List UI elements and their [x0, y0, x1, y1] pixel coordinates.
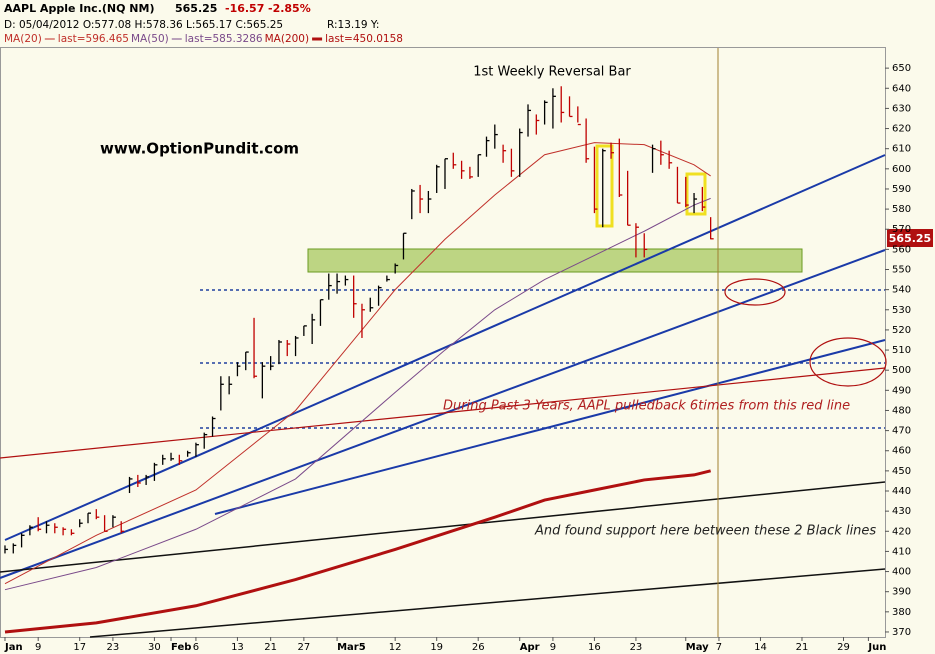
x-tick-label: 14: [754, 642, 767, 653]
y-tick-label: 390: [892, 587, 911, 598]
legend-last: last=585.3286: [185, 33, 263, 45]
annotation: And found support here between these 2 B…: [534, 524, 876, 539]
y-tick-label: 430: [892, 506, 911, 517]
x-tick-label: 16: [588, 642, 601, 653]
y-tick-label: 440: [892, 486, 911, 497]
x-tick-label: 9: [550, 642, 556, 653]
x-tick-label: 19: [430, 642, 443, 653]
y-tick-label: 620: [892, 124, 911, 135]
support-zone: [307, 248, 803, 273]
y-tick-label: 510: [892, 345, 911, 356]
x-tick-label: May: [686, 642, 709, 653]
x-tick-label: 21: [264, 642, 277, 653]
x-tick-label: 27: [297, 642, 310, 653]
y-tick-label: 550: [892, 265, 911, 276]
y-tick-label: 470: [892, 426, 911, 437]
y-tick-label: 560: [892, 244, 911, 255]
legend-last: last=450.0158: [325, 33, 403, 45]
x-tick-label: Jan: [4, 642, 23, 653]
y-tick-label: 520: [892, 325, 911, 336]
y-tick-label: 380: [892, 607, 911, 618]
black-line: [0, 481, 886, 573]
black-line: [89, 568, 886, 638]
trend-line: [214, 339, 886, 515]
header-ratio: R:13.19 Y:: [327, 19, 379, 31]
last-price-label: 565.25: [889, 232, 931, 245]
x-tick-label: 17: [73, 642, 86, 653]
y-tick-label: 460: [892, 446, 911, 457]
y-tick-label: 530: [892, 305, 911, 316]
highlight-box: [595, 144, 614, 228]
legend-name: MA(20): [4, 33, 42, 45]
y-tick-label: 500: [892, 365, 911, 376]
header-last: 565.25: [175, 2, 217, 15]
x-tick-label: 29: [837, 642, 850, 653]
y-tick-label: 590: [892, 184, 911, 195]
y-tick-label: 580: [892, 204, 911, 215]
x-tick-label: 9: [35, 642, 41, 653]
x-tick-label: 13: [231, 642, 244, 653]
y-tick-label: 540: [892, 285, 911, 296]
trend-line: [0, 249, 886, 579]
x-tick-label: Apr: [520, 642, 540, 653]
y-tick-label: 600: [892, 164, 911, 175]
x-tick-label: 12: [389, 642, 402, 653]
x-tick-label: 23: [630, 642, 643, 653]
red-trend-line: [0, 367, 886, 459]
moving-average: [4, 197, 711, 591]
annotation: During Past 3 Years, AAPL pulledback 6ti…: [443, 399, 850, 414]
circle-note: [809, 337, 887, 387]
y-tick-label: 480: [892, 405, 911, 416]
y-tick-label: 370: [892, 627, 911, 638]
x-tick-label: Jun: [867, 642, 886, 653]
y-tick-label: 450: [892, 466, 911, 477]
header-change: -16.57: [225, 2, 264, 15]
y-tick-label: 640: [892, 83, 911, 94]
x-tick-label: 7: [716, 642, 722, 653]
header-ohlc: D: 05/04/2012 O:577.08 H:578.36 L:565.17…: [4, 19, 283, 31]
chart-title: 1st Weekly Reversal Bar: [473, 65, 631, 80]
legend-last: last=596.465: [58, 33, 129, 45]
x-tick-label: 6: [193, 642, 199, 653]
x-tick-label: 30: [148, 642, 161, 653]
y-tick-label: 650: [892, 63, 911, 74]
y-tick-label: 570: [892, 224, 911, 235]
header-change-pct: -2.85%: [268, 2, 311, 15]
x-tick-label: 26: [472, 642, 485, 653]
last-price-box: [887, 229, 933, 247]
annotations-layer: [0, 48, 887, 638]
legend-name: MA(200): [265, 33, 309, 45]
plot-frame: [0, 47, 886, 638]
y-tick-label: 400: [892, 567, 911, 578]
header-symbol: AAPL Apple Inc.(NQ NM): [4, 2, 154, 15]
circle-note: [724, 278, 786, 306]
moving-average: [4, 469, 712, 634]
y-tick-label: 630: [892, 103, 911, 114]
highlight-box: [685, 172, 707, 216]
x-tick-label: Mar5: [337, 642, 366, 653]
trend-line: [4, 154, 886, 541]
x-tick-label: 21: [796, 642, 809, 653]
y-tick-label: 610: [892, 144, 911, 155]
y-tick-label: 490: [892, 385, 911, 396]
y-tick-label: 410: [892, 546, 911, 557]
x-tick-label: 23: [107, 642, 120, 653]
legend-name: MA(50): [131, 33, 169, 45]
x-tick-label: Feb: [171, 642, 191, 653]
watermark: www.OptionPundit.com: [100, 140, 299, 158]
y-tick-label: 420: [892, 526, 911, 537]
